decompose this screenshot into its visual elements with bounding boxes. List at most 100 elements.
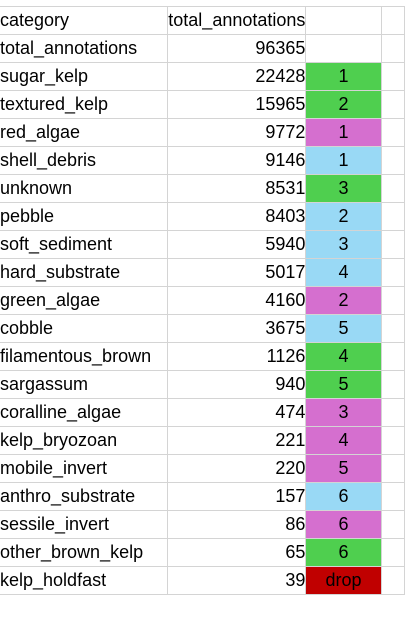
- total-annotations-cell[interactable]: 5940: [167, 230, 307, 259]
- table-row: kelp_bryozoan 221 4: [0, 426, 405, 455]
- table-row: anthro_substrate 157 6: [0, 482, 405, 511]
- empty-cell[interactable]: [381, 314, 405, 343]
- header-rank-cell[interactable]: [305, 6, 382, 35]
- category-cell[interactable]: textured_kelp: [0, 90, 169, 119]
- total-annotations-cell[interactable]: 5017: [167, 258, 307, 287]
- empty-cell[interactable]: [381, 118, 405, 147]
- category-cell[interactable]: unknown: [0, 174, 169, 203]
- total-annotations-cell[interactable]: 474: [167, 398, 307, 427]
- category-cell[interactable]: red_algae: [0, 118, 169, 147]
- empty-cell[interactable]: [381, 426, 405, 455]
- table-row: red_algae 9772 1: [0, 118, 405, 147]
- total-annotations-cell[interactable]: 39: [167, 566, 307, 595]
- total-annotations-cell[interactable]: 1126: [167, 342, 307, 371]
- category-cell[interactable]: hard_substrate: [0, 258, 169, 287]
- category-cell[interactable]: mobile_invert: [0, 454, 169, 483]
- empty-cell[interactable]: [381, 62, 405, 91]
- rank-cell[interactable]: 3: [305, 174, 382, 203]
- rank-cell[interactable]: 3: [305, 398, 382, 427]
- category-cell[interactable]: cobble: [0, 314, 169, 343]
- rank-cell[interactable]: 1: [305, 118, 382, 147]
- table-row: kelp_holdfast 39 drop: [0, 566, 405, 595]
- category-cell[interactable]: kelp_bryozoan: [0, 426, 169, 455]
- header-total-cell[interactable]: total_annotations: [167, 6, 307, 35]
- total-annotations-cell[interactable]: 96365: [167, 34, 307, 63]
- header-extra-cell[interactable]: [381, 6, 405, 35]
- category-cell[interactable]: sargassum: [0, 370, 169, 399]
- total-annotations-cell[interactable]: 3675: [167, 314, 307, 343]
- total-annotations-cell[interactable]: 940: [167, 370, 307, 399]
- table-row: hard_substrate 5017 4: [0, 258, 405, 287]
- total-annotations-cell[interactable]: 220: [167, 454, 307, 483]
- category-cell[interactable]: pebble: [0, 202, 169, 231]
- empty-cell[interactable]: [381, 398, 405, 427]
- table-row: sugar_kelp 22428 1: [0, 62, 405, 91]
- rank-cell[interactable]: 1: [305, 146, 382, 175]
- category-cell[interactable]: shell_debris: [0, 146, 169, 175]
- empty-cell[interactable]: [381, 370, 405, 399]
- total-annotations-cell[interactable]: 8403: [167, 202, 307, 231]
- category-cell[interactable]: total_annotations: [0, 34, 169, 63]
- rank-cell[interactable]: 2: [305, 202, 382, 231]
- category-cell[interactable]: anthro_substrate: [0, 482, 169, 511]
- rank-cell[interactable]: 1: [305, 62, 382, 91]
- total-annotations-cell[interactable]: 4160: [167, 286, 307, 315]
- rank-cell[interactable]: 3: [305, 230, 382, 259]
- empty-cell[interactable]: [381, 454, 405, 483]
- table-row: other_brown_kelp 65 6: [0, 538, 405, 567]
- total-annotations-cell[interactable]: 8531: [167, 174, 307, 203]
- category-cell[interactable]: sessile_invert: [0, 510, 169, 539]
- rank-cell[interactable]: 6: [305, 510, 382, 539]
- empty-cell[interactable]: [381, 230, 405, 259]
- category-cell[interactable]: coralline_algae: [0, 398, 169, 427]
- category-cell[interactable]: filamentous_brown: [0, 342, 169, 371]
- total-annotations-cell[interactable]: 65: [167, 538, 307, 567]
- total-annotations-cell[interactable]: 157: [167, 482, 307, 511]
- empty-cell[interactable]: [381, 146, 405, 175]
- rank-cell[interactable]: 6: [305, 482, 382, 511]
- empty-cell[interactable]: [381, 34, 405, 63]
- empty-cell[interactable]: [381, 510, 405, 539]
- category-cell[interactable]: kelp_holdfast: [0, 566, 169, 595]
- category-cell[interactable]: green_algae: [0, 286, 169, 315]
- category-cell[interactable]: sugar_kelp: [0, 62, 169, 91]
- empty-cell[interactable]: [381, 538, 405, 567]
- header-row: category total_annotations: [0, 6, 405, 35]
- table-row: cobble 3675 5: [0, 314, 405, 343]
- table-row: total_annotations 96365: [0, 34, 405, 63]
- empty-cell[interactable]: [381, 90, 405, 119]
- rank-cell[interactable]: 5: [305, 454, 382, 483]
- table-row: soft_sediment 5940 3: [0, 230, 405, 259]
- total-annotations-cell[interactable]: 22428: [167, 62, 307, 91]
- rank-cell[interactable]: 4: [305, 258, 382, 287]
- header-category-cell[interactable]: category: [0, 6, 169, 35]
- table-row: sessile_invert 86 6: [0, 510, 405, 539]
- rank-cell[interactable]: 5: [305, 314, 382, 343]
- category-cell[interactable]: other_brown_kelp: [0, 538, 169, 567]
- total-annotations-cell[interactable]: 86: [167, 510, 307, 539]
- empty-cell[interactable]: [381, 258, 405, 287]
- rank-cell[interactable]: 2: [305, 286, 382, 315]
- rank-cell[interactable]: 4: [305, 342, 382, 371]
- category-cell[interactable]: soft_sediment: [0, 230, 169, 259]
- empty-cell[interactable]: [381, 286, 405, 315]
- table-row: coralline_algae 474 3: [0, 398, 405, 427]
- empty-cell[interactable]: [381, 174, 405, 203]
- total-annotations-cell[interactable]: 221: [167, 426, 307, 455]
- empty-cell[interactable]: [381, 202, 405, 231]
- total-annotations-cell[interactable]: 9146: [167, 146, 307, 175]
- rank-cell[interactable]: [305, 34, 382, 63]
- rank-cell[interactable]: 5: [305, 370, 382, 399]
- table-row: sargassum 940 5: [0, 370, 405, 399]
- total-annotations-cell[interactable]: 9772: [167, 118, 307, 147]
- rank-cell[interactable]: drop: [305, 566, 382, 595]
- rank-cell[interactable]: 2: [305, 90, 382, 119]
- empty-cell[interactable]: [381, 482, 405, 511]
- empty-cell[interactable]: [381, 342, 405, 371]
- table-row: filamentous_brown 1126 4: [0, 342, 405, 371]
- total-annotations-cell[interactable]: 15965: [167, 90, 307, 119]
- empty-cell[interactable]: [381, 566, 405, 595]
- rank-cell[interactable]: 6: [305, 538, 382, 567]
- rank-cell[interactable]: 4: [305, 426, 382, 455]
- table-row: textured_kelp 15965 2: [0, 90, 405, 119]
